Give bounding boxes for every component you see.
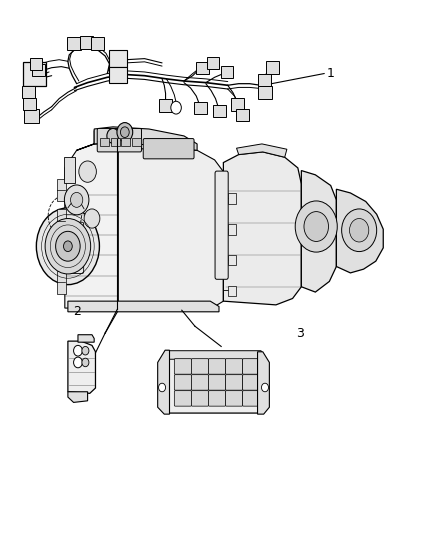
- Circle shape: [82, 358, 89, 367]
- FancyBboxPatch shape: [258, 74, 271, 86]
- FancyBboxPatch shape: [243, 375, 260, 390]
- Circle shape: [74, 357, 82, 368]
- Polygon shape: [223, 152, 301, 305]
- Circle shape: [117, 123, 133, 142]
- FancyBboxPatch shape: [226, 391, 243, 406]
- FancyBboxPatch shape: [64, 222, 84, 273]
- Circle shape: [64, 241, 72, 252]
- Polygon shape: [158, 350, 170, 414]
- FancyBboxPatch shape: [243, 359, 260, 374]
- FancyBboxPatch shape: [228, 224, 236, 235]
- FancyBboxPatch shape: [226, 359, 243, 374]
- FancyBboxPatch shape: [167, 357, 260, 413]
- FancyBboxPatch shape: [213, 104, 226, 117]
- FancyBboxPatch shape: [258, 86, 272, 99]
- FancyBboxPatch shape: [208, 391, 226, 406]
- FancyBboxPatch shape: [243, 391, 260, 406]
- Circle shape: [295, 201, 337, 252]
- Polygon shape: [68, 392, 88, 402]
- Circle shape: [107, 128, 119, 143]
- FancyBboxPatch shape: [109, 50, 127, 67]
- Polygon shape: [237, 144, 287, 157]
- Circle shape: [74, 345, 82, 356]
- FancyBboxPatch shape: [194, 102, 207, 114]
- FancyBboxPatch shape: [100, 138, 109, 146]
- FancyBboxPatch shape: [191, 359, 208, 374]
- FancyBboxPatch shape: [24, 109, 39, 123]
- Circle shape: [171, 101, 181, 114]
- FancyBboxPatch shape: [32, 64, 45, 76]
- Circle shape: [36, 208, 99, 285]
- Circle shape: [350, 219, 369, 242]
- FancyBboxPatch shape: [208, 375, 226, 390]
- FancyBboxPatch shape: [226, 375, 243, 390]
- Polygon shape: [78, 335, 94, 342]
- FancyBboxPatch shape: [191, 391, 208, 406]
- FancyBboxPatch shape: [109, 67, 127, 83]
- FancyBboxPatch shape: [97, 128, 141, 152]
- Polygon shape: [77, 129, 118, 150]
- Circle shape: [71, 192, 83, 207]
- FancyBboxPatch shape: [207, 57, 219, 69]
- FancyBboxPatch shape: [143, 139, 194, 159]
- FancyBboxPatch shape: [132, 138, 141, 146]
- FancyBboxPatch shape: [174, 375, 191, 390]
- FancyBboxPatch shape: [23, 98, 36, 110]
- Circle shape: [159, 383, 166, 392]
- Circle shape: [304, 212, 328, 241]
- FancyBboxPatch shape: [57, 240, 66, 263]
- Circle shape: [79, 161, 96, 182]
- Polygon shape: [258, 352, 269, 414]
- FancyBboxPatch shape: [174, 359, 191, 374]
- Circle shape: [82, 346, 89, 355]
- FancyBboxPatch shape: [91, 37, 104, 50]
- FancyBboxPatch shape: [231, 98, 244, 110]
- FancyBboxPatch shape: [221, 66, 233, 78]
- FancyBboxPatch shape: [57, 271, 66, 294]
- Text: 2: 2: [73, 305, 81, 318]
- FancyBboxPatch shape: [208, 359, 226, 374]
- FancyBboxPatch shape: [111, 138, 120, 146]
- Text: 3: 3: [296, 327, 304, 340]
- FancyBboxPatch shape: [166, 351, 261, 359]
- FancyBboxPatch shape: [191, 375, 208, 390]
- Polygon shape: [94, 127, 197, 150]
- FancyBboxPatch shape: [228, 255, 236, 265]
- Polygon shape: [68, 301, 219, 312]
- Text: 1: 1: [327, 67, 335, 80]
- Polygon shape: [301, 171, 336, 292]
- FancyBboxPatch shape: [57, 209, 66, 232]
- Polygon shape: [336, 189, 383, 273]
- Polygon shape: [65, 143, 118, 308]
- Polygon shape: [68, 341, 95, 393]
- Circle shape: [84, 209, 100, 228]
- Circle shape: [64, 185, 89, 215]
- FancyBboxPatch shape: [121, 138, 130, 146]
- Circle shape: [342, 209, 377, 252]
- FancyBboxPatch shape: [266, 61, 279, 74]
- FancyBboxPatch shape: [67, 37, 81, 50]
- FancyBboxPatch shape: [159, 99, 172, 111]
- Circle shape: [56, 231, 80, 261]
- FancyBboxPatch shape: [228, 286, 236, 296]
- Circle shape: [120, 127, 129, 138]
- FancyBboxPatch shape: [57, 179, 66, 201]
- FancyBboxPatch shape: [174, 391, 191, 406]
- Polygon shape: [118, 148, 223, 309]
- FancyBboxPatch shape: [64, 157, 75, 183]
- FancyBboxPatch shape: [228, 193, 236, 204]
- FancyBboxPatch shape: [22, 86, 35, 98]
- FancyBboxPatch shape: [236, 109, 249, 121]
- FancyBboxPatch shape: [23, 62, 46, 86]
- Circle shape: [45, 219, 91, 274]
- FancyBboxPatch shape: [196, 61, 209, 74]
- FancyBboxPatch shape: [30, 58, 42, 70]
- FancyBboxPatch shape: [215, 171, 228, 279]
- FancyBboxPatch shape: [80, 36, 93, 49]
- Circle shape: [261, 383, 268, 392]
